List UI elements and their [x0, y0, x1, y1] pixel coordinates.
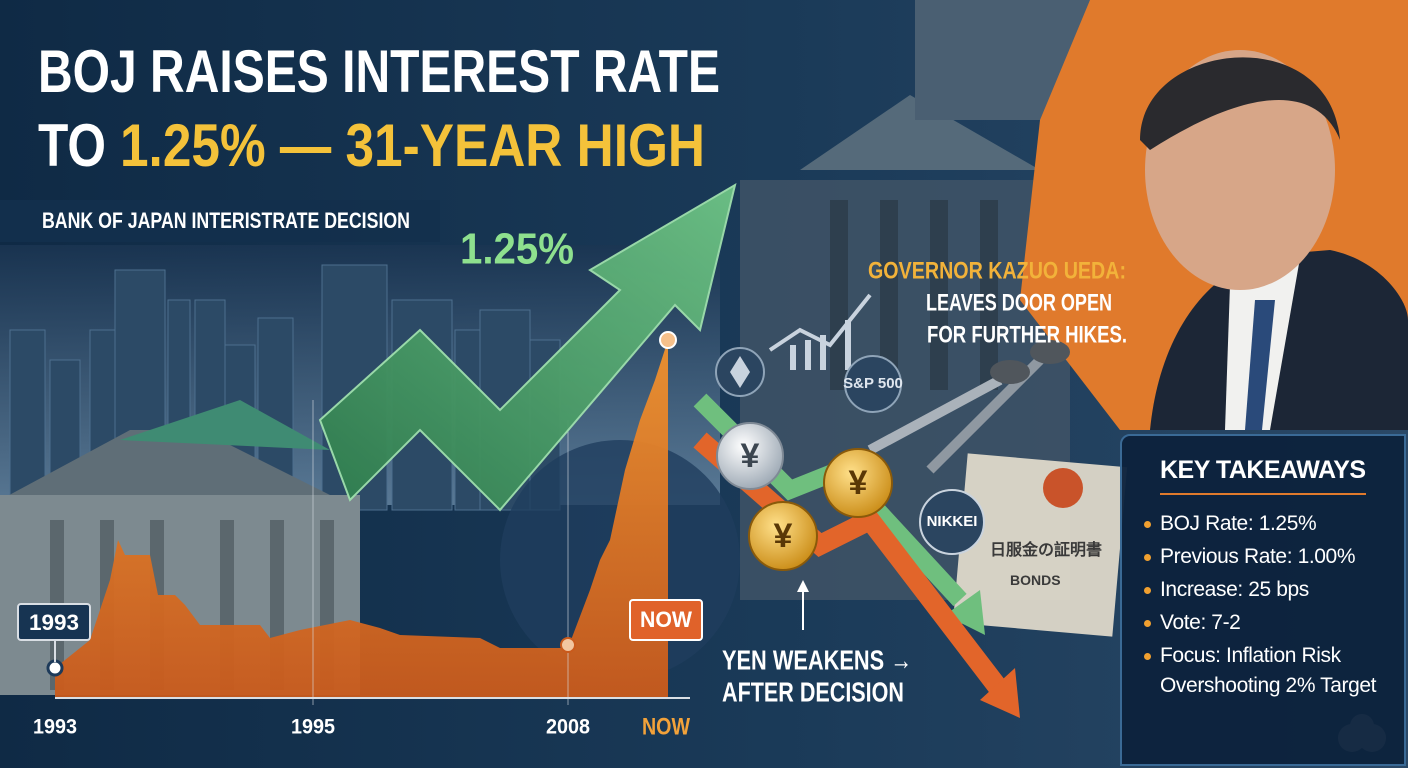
- market-icons: [820, 335, 826, 370]
- microphones: [990, 360, 1030, 384]
- axis-label: 1995: [291, 716, 335, 739]
- nikkei-label: NIKKEI: [927, 513, 978, 530]
- takeaways-list: BOJ Rate: 1.25% Previous Rate: 1.00% Inc…: [1142, 509, 1390, 701]
- governor-quote: FOR FURTHER HIKES.: [927, 321, 1127, 348]
- takeaway-item: BOJ Rate: 1.25%: [1142, 509, 1390, 539]
- bond-certificate: 日服金の証明書 BONDS: [952, 453, 1128, 637]
- yen-note: YEN WEAKENS →: [722, 644, 912, 675]
- microphones: [1030, 340, 1070, 364]
- axis-label: 2008: [546, 716, 590, 739]
- timeline-dot: [659, 331, 677, 349]
- yen-coins: [823, 448, 893, 518]
- yen-symbol: ¥: [849, 464, 868, 502]
- market-icons: [805, 340, 811, 370]
- takeaway-item: Focus: Inflation Risk Overshooting 2% Ta…: [1142, 641, 1390, 701]
- axis-label: 1993: [33, 716, 77, 739]
- sp500-label: S&P 500: [843, 375, 903, 392]
- governor-name: GOVERNOR KAZUO UEDA:: [868, 257, 1126, 284]
- bond-label: BONDS: [1010, 572, 1061, 588]
- arrow-label: 1.25%: [460, 225, 574, 274]
- subtitle-band: [0, 200, 440, 242]
- yen-coins: ¥ ¥ ¥: [716, 422, 893, 571]
- bank-building-right: [980, 200, 998, 390]
- yen-coins: [716, 422, 784, 490]
- yen-coins: [748, 501, 818, 571]
- market-icons: [919, 489, 985, 555]
- bank-building-right: [930, 200, 948, 390]
- rate-arrow: [318, 182, 737, 512]
- history-area: [55, 340, 668, 698]
- market-icons: [730, 356, 750, 388]
- takeaway-item: Vote: 7-2: [1142, 608, 1390, 638]
- yen-symbol: ¥: [774, 517, 793, 555]
- microphones: [867, 375, 1003, 455]
- callout-label: 1993: [29, 610, 79, 635]
- callout-box: [629, 599, 703, 641]
- bank-building-left: [0, 430, 340, 500]
- takeaways-title: KEY TAKEAWAYS: [1160, 456, 1366, 495]
- governor-figure: [1140, 57, 1340, 150]
- bank-building-left: [120, 400, 330, 450]
- title-line1: BOJ RAISES INTEREST RATE: [38, 38, 720, 105]
- yen-symbol: ¥: [741, 437, 760, 475]
- market-icons: [845, 320, 851, 370]
- market-icons: [790, 320, 851, 370]
- timeline-dot: [46, 659, 64, 677]
- red-down-arrowhead: [980, 668, 1020, 718]
- subtitle: BANK OF JAPAN INTERISTRATE DECISION: [42, 208, 410, 233]
- microphones: [867, 340, 1070, 474]
- key-takeaways-panel: KEY TAKEAWAYS BOJ Rate: 1.25% Previous R…: [1120, 434, 1406, 766]
- takeaway-item: Increase: 25 bps: [1142, 575, 1390, 605]
- governor-figure: [1140, 50, 1408, 430]
- yen-note: AFTER DECISION: [722, 676, 904, 707]
- pointer-head: [797, 580, 809, 592]
- bond-certificate: [952, 453, 1128, 637]
- market-icons: [844, 355, 902, 413]
- market-icons: [1043, 468, 1083, 508]
- takeaway-item: Previous Rate: 1.00%: [1142, 542, 1390, 572]
- callout-label: NOW: [640, 607, 692, 632]
- governor-quote: LEAVES DOOR OPEN: [926, 289, 1112, 316]
- bond-title: 日服金の証明書: [990, 540, 1102, 559]
- bank-building-right: [880, 200, 898, 390]
- timeline-dot: [560, 637, 576, 653]
- market-icons: S&P 500 NIKKEI: [715, 293, 1083, 555]
- green-down-arrowhead: [945, 590, 985, 635]
- governor-figure: [1245, 300, 1275, 430]
- red-down-arrow: [693, 432, 1008, 697]
- title-line2-prefix: TO: [38, 112, 106, 179]
- market-icons: [790, 345, 796, 370]
- bank-building-right: [800, 95, 1040, 170]
- title-line2-highlight: 1.25% — 31-YEAR HIGH: [120, 112, 705, 179]
- axis-label: NOW: [642, 713, 690, 740]
